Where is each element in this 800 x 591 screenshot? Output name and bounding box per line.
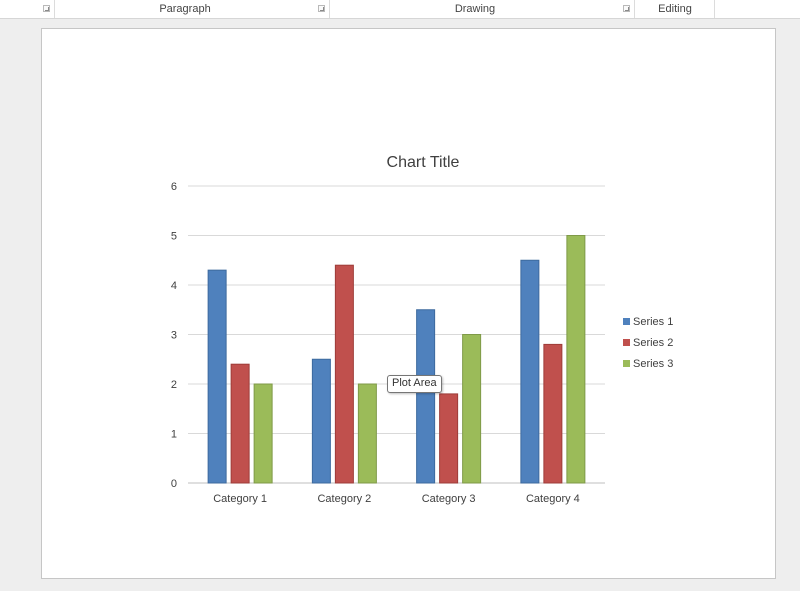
y-tick-label: 0: [171, 478, 177, 490]
ribbon-group-paragraph: Paragraph: [159, 3, 211, 15]
y-tick-label: 2: [171, 379, 177, 391]
bar-series3-category2[interactable]: [357, 383, 377, 484]
x-tick-label: Category 1: [213, 493, 267, 505]
ribbon-group-drawing: Drawing: [454, 3, 496, 15]
bar-series1-category4[interactable]: [520, 259, 540, 484]
y-tick-label: 4: [171, 280, 177, 292]
bar-series3-category1[interactable]: [253, 383, 273, 484]
y-tick-label: 5: [171, 231, 177, 243]
legend-label-series1: Series 1: [633, 316, 673, 328]
y-tick-label: 6: [171, 181, 177, 193]
ribbon-separator: [714, 0, 715, 18]
y-axis-labels: 0 1 2 3 4 5 6: [171, 181, 177, 490]
bar-series2-category4[interactable]: [543, 343, 563, 484]
ribbon-separator: [634, 0, 635, 18]
legend-label-series3: Series 3: [633, 358, 673, 370]
gridlines: [188, 185, 605, 484]
x-tick-label: Category 3: [422, 493, 476, 505]
ribbon-group-editing: Editing: [658, 3, 692, 15]
chart-title[interactable]: Chart Title: [387, 154, 460, 171]
ribbon-bar: Paragraph Drawing Editing: [0, 0, 800, 19]
legend-label-series2: Series 2: [633, 337, 673, 349]
bar-series2-category1[interactable]: [230, 363, 250, 484]
legend[interactable]: Series 1 Series 2 Series 3: [623, 316, 673, 370]
x-tick-label: Category 2: [317, 493, 371, 505]
bar-series2-category2[interactable]: [334, 264, 354, 484]
x-axis-labels: Category 1 Category 2 Category 3 Category 4: [213, 493, 580, 505]
bar-series3-category3[interactable]: [462, 334, 482, 484]
document-page[interactable]: [41, 28, 776, 579]
bar-series1-category1[interactable]: [207, 269, 227, 484]
legend-swatch-series3: [623, 360, 630, 367]
paragraph-dialog-launcher-icon[interactable]: [318, 5, 325, 12]
bar-series2-category3[interactable]: [439, 393, 459, 484]
clipboard-dialog-launcher-icon[interactable]: [43, 5, 50, 12]
ribbon-separator: [329, 0, 330, 18]
bar-series1-category2[interactable]: [311, 358, 331, 484]
plot-area-tooltip: Plot Area: [387, 375, 442, 393]
ribbon-separator: [54, 0, 55, 18]
x-tick-label: Category 4: [526, 493, 580, 505]
legend-swatch-series1: [623, 318, 630, 325]
y-tick-label: 1: [171, 429, 177, 441]
drawing-dialog-launcher-icon[interactable]: [623, 5, 630, 12]
plot-area[interactable]: [207, 235, 586, 484]
bar-series1-category3[interactable]: [416, 309, 436, 484]
y-tick-label: 3: [171, 330, 177, 342]
legend-swatch-series2: [623, 339, 630, 346]
bar-series3-category4[interactable]: [566, 235, 586, 484]
